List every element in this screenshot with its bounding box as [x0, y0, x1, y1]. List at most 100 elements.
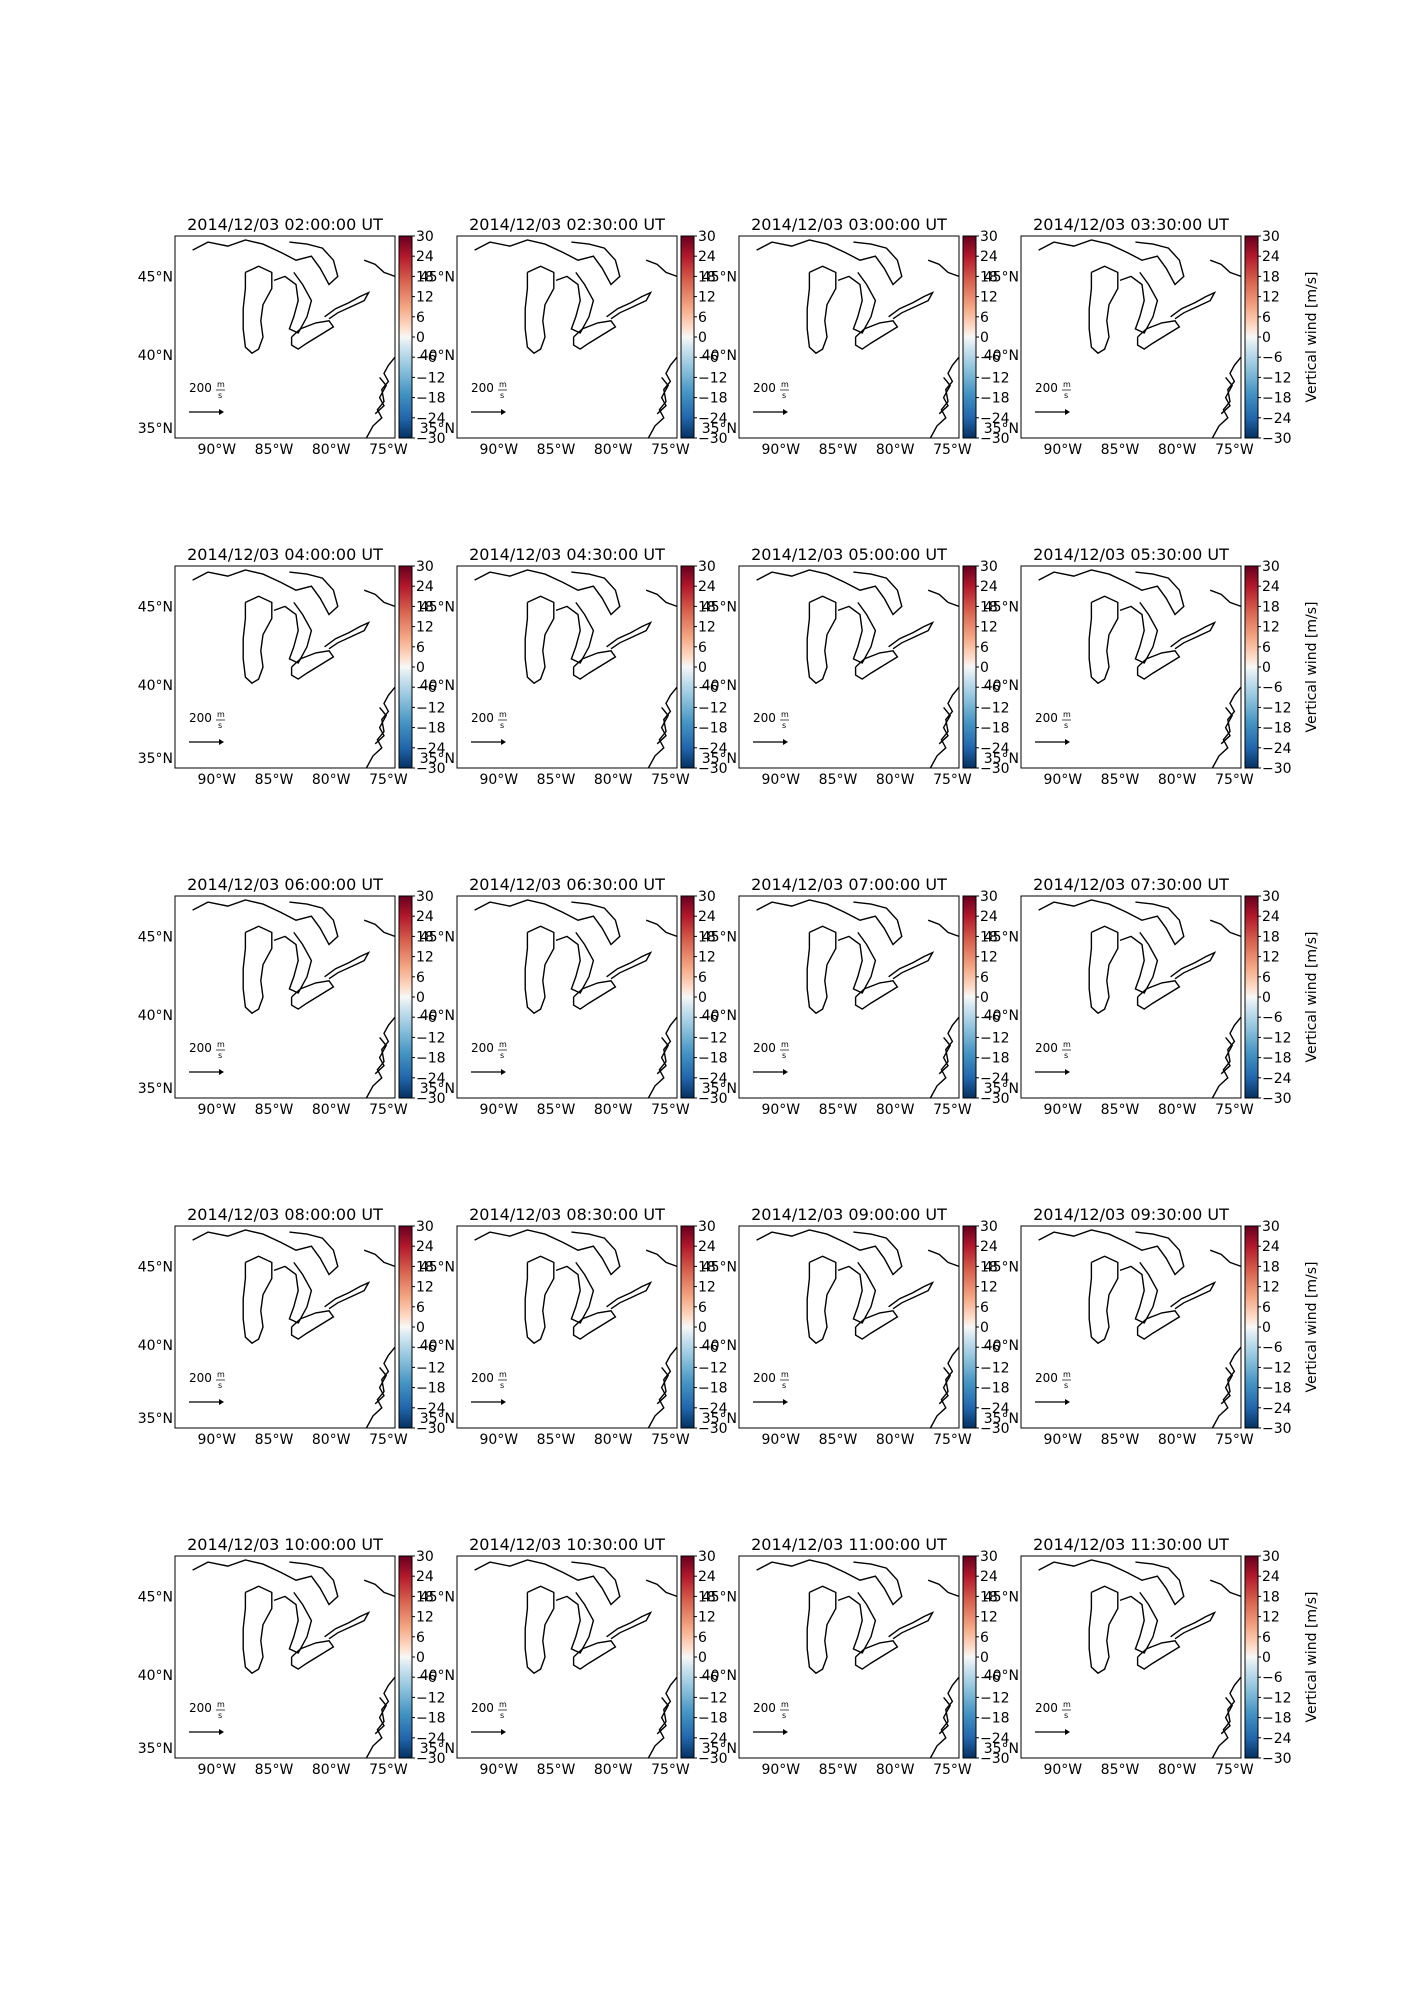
panel-title: 2014/12/03 08:00:00 UT — [187, 1205, 383, 1224]
coastline — [656, 706, 670, 745]
panel-title: 2014/12/03 05:30:00 UT — [1033, 545, 1229, 564]
map-frame — [738, 1225, 960, 1429]
colorbar-tick-label: −24 — [698, 1401, 728, 1417]
lat-tick-label: 40°N — [138, 1668, 173, 1684]
coastline — [756, 1559, 903, 1606]
map-panel: 2014/12/03 07:00:00 UT 90°W 85°W 80°W 75°W 45… — [702, 875, 1010, 1118]
colorbar-tick-label: 12 — [698, 620, 716, 636]
colorbar — [398, 235, 413, 439]
coastline — [606, 291, 653, 320]
lon-tick-label: 90°W — [479, 772, 518, 788]
lat-tick-label: 40°N — [420, 1668, 455, 1684]
colorbar-tick-label: −18 — [416, 1711, 446, 1727]
lon-tick-label: 75°W — [933, 1432, 972, 1448]
colorbar-tick-label: 18 — [416, 929, 434, 945]
colorbar-tick-label: −24 — [1262, 411, 1292, 427]
reference-vector-arrowhead — [501, 1729, 506, 1735]
coastline — [647, 1016, 678, 1099]
coastline — [656, 1366, 670, 1405]
coastline — [1136, 1310, 1181, 1340]
colorbar-tick-label: 12 — [980, 1280, 998, 1296]
colorbar-tick-label: −6 — [980, 680, 1001, 696]
coastline — [888, 621, 935, 650]
coastline — [555, 601, 595, 664]
colorbar-tick-label: −6 — [1262, 1010, 1283, 1026]
lat-tick-label: 45°N — [984, 1259, 1019, 1275]
colorbar-tick-label: 24 — [416, 579, 434, 595]
colorbar-tick-label: 18 — [980, 599, 998, 615]
reference-vector-arrowhead — [1065, 409, 1070, 415]
panel-title: 2014/12/03 04:00:00 UT — [187, 545, 383, 564]
panel-title: 2014/12/03 09:30:00 UT — [1033, 1205, 1229, 1224]
map-frame — [456, 1225, 678, 1429]
coastline — [290, 1640, 335, 1670]
lat-tick-label: 45°N — [420, 269, 455, 285]
colorbar-tick-label: −24 — [416, 411, 446, 427]
lon-tick-label: 90°W — [1043, 772, 1082, 788]
lon-tick-label: 90°W — [479, 442, 518, 458]
coastline — [1209, 1579, 1242, 1598]
panel-title: 2014/12/03 02:00:00 UT — [187, 215, 383, 234]
colorbar-tick-label: −6 — [980, 1670, 1001, 1686]
coastline — [572, 980, 617, 1010]
lat-tick-label: 35°N — [420, 1741, 455, 1757]
colorbar-tick-label: −18 — [698, 391, 728, 407]
colorbar-tick-label: 18 — [1262, 929, 1280, 945]
coastline — [555, 931, 595, 994]
reference-vector-label: 200 — [471, 1041, 494, 1055]
colorbar-tick-label: −6 — [698, 1010, 719, 1026]
colorbar — [398, 565, 413, 769]
coastline — [756, 569, 903, 616]
coastline — [365, 1676, 396, 1759]
coastline — [606, 621, 653, 650]
lat-tick-label: 45°N — [138, 269, 173, 285]
lon-tick-label: 75°W — [933, 1762, 972, 1778]
reference-vector-arrowhead — [219, 1399, 224, 1405]
lon-tick-label: 85°W — [1101, 442, 1140, 458]
colorbar-tick-label: 0 — [416, 990, 425, 1006]
coastline — [645, 589, 678, 608]
colorbar-tick-label: 30 — [698, 1549, 716, 1565]
lon-tick-label: 75°W — [1215, 1762, 1254, 1778]
coastline — [474, 569, 621, 616]
colorbar-tick-label: 24 — [698, 249, 716, 265]
coastline — [242, 595, 273, 685]
coastline — [1038, 569, 1185, 616]
lat-tick-label: 40°N — [702, 348, 737, 364]
coastline — [806, 265, 837, 355]
colorbar-tick-label: 24 — [416, 1569, 434, 1585]
map-frame — [456, 895, 678, 1099]
lon-tick-label: 85°W — [819, 1432, 858, 1448]
coastline — [192, 1559, 339, 1606]
colorbar-tick-label: 18 — [1262, 599, 1280, 615]
colorbar-tick-label: −6 — [698, 680, 719, 696]
coastline — [929, 686, 960, 769]
lat-tick-label: 40°N — [138, 1338, 173, 1354]
lon-tick-label: 90°W — [1043, 1762, 1082, 1778]
colorbar-tick-label: 0 — [698, 660, 707, 676]
colorbar-tick-label: −18 — [1262, 1051, 1292, 1067]
coastline — [656, 1036, 670, 1075]
coastline — [929, 1346, 960, 1429]
colorbar — [1244, 565, 1259, 769]
coastline — [273, 601, 313, 664]
colorbar-tick-label: 24 — [698, 1569, 716, 1585]
reference-vector-label: 200 — [189, 711, 212, 725]
colorbar-tick-label: 24 — [980, 909, 998, 925]
colorbar-tick-label: 24 — [1262, 1569, 1280, 1585]
colorbar — [962, 1225, 977, 1429]
lon-tick-label: 80°W — [876, 772, 915, 788]
lon-tick-label: 80°W — [1158, 1102, 1197, 1118]
colorbar-tick-label: 30 — [698, 559, 716, 575]
panel-title: 2014/12/03 07:00:00 UT — [751, 875, 947, 894]
colorbar — [962, 235, 977, 439]
coastline — [572, 1310, 617, 1340]
coastline — [854, 1310, 899, 1340]
lon-tick-label: 85°W — [537, 1762, 576, 1778]
reference-vector-label: 200 — [189, 1701, 212, 1715]
lon-tick-label: 80°W — [1158, 1762, 1197, 1778]
coastline — [756, 899, 903, 946]
coastline — [837, 1591, 877, 1654]
coastline — [854, 650, 899, 680]
coastline — [524, 595, 555, 685]
